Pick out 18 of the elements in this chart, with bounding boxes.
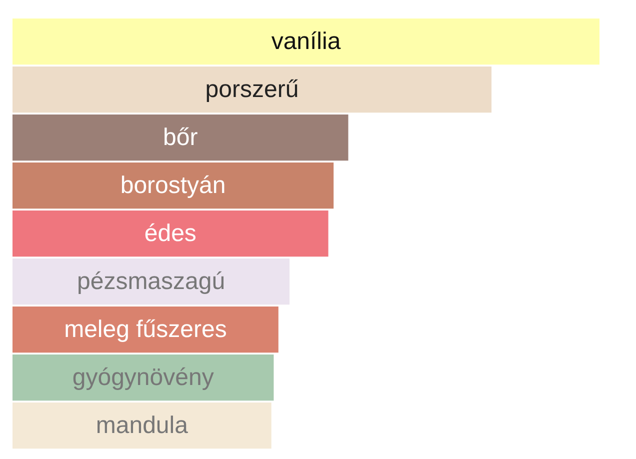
y-tick-label: meleg fűszeres — [64, 316, 227, 344]
bar — [12, 258, 290, 305]
y-tick-label: édes — [144, 220, 196, 248]
bar — [12, 162, 334, 209]
bar — [12, 114, 348, 161]
y-tick-label: mandula — [96, 412, 189, 440]
y-tick-label: bőr — [163, 124, 198, 152]
y-tick-label: gyógynövény — [72, 364, 214, 392]
bar — [12, 18, 600, 65]
bar — [12, 210, 328, 257]
bar — [12, 306, 278, 353]
bar — [12, 66, 492, 113]
y-tick-label: vanília — [271, 28, 342, 56]
bar — [12, 354, 274, 401]
bar — [12, 402, 272, 449]
y-tick-label: borostyán — [120, 172, 226, 200]
y-tick-label: porszerű — [205, 76, 299, 104]
y-tick-label: pézsmaszagú — [76, 268, 226, 296]
